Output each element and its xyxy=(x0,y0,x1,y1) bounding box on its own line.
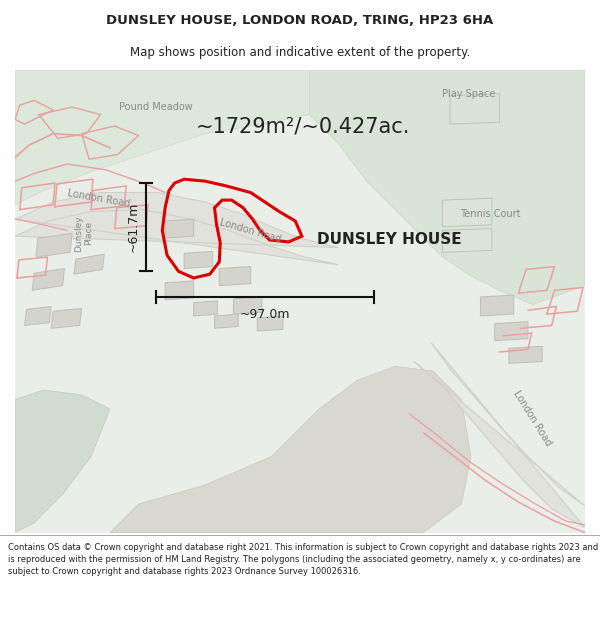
Polygon shape xyxy=(184,251,212,269)
Polygon shape xyxy=(25,306,51,326)
Text: London Road: London Road xyxy=(512,389,554,448)
Polygon shape xyxy=(15,192,338,264)
Polygon shape xyxy=(194,301,217,316)
Polygon shape xyxy=(165,219,194,238)
Polygon shape xyxy=(494,322,528,341)
Polygon shape xyxy=(310,70,585,304)
Text: Contains OS data © Crown copyright and database right 2021. This information is : Contains OS data © Crown copyright and d… xyxy=(8,543,598,576)
Text: DUNSLEY HOUSE, LONDON ROAD, TRING, HP23 6HA: DUNSLEY HOUSE, LONDON ROAD, TRING, HP23 … xyxy=(106,14,494,28)
Text: ~1729m²/~0.427ac.: ~1729m²/~0.427ac. xyxy=(196,116,410,136)
Polygon shape xyxy=(481,295,514,316)
Polygon shape xyxy=(450,94,499,124)
Polygon shape xyxy=(15,70,310,205)
Text: Pound Meadow: Pound Meadow xyxy=(119,102,193,112)
Polygon shape xyxy=(32,269,64,291)
Text: Tennis Court: Tennis Court xyxy=(460,209,520,219)
Text: ~61.7m: ~61.7m xyxy=(127,202,139,252)
Polygon shape xyxy=(36,233,72,257)
Text: London Road: London Road xyxy=(219,217,283,244)
Text: Map shows position and indicative extent of the property.: Map shows position and indicative extent… xyxy=(130,46,470,59)
Polygon shape xyxy=(509,346,542,364)
Polygon shape xyxy=(15,390,110,532)
Text: London Road: London Road xyxy=(67,188,131,209)
Polygon shape xyxy=(74,254,104,274)
Polygon shape xyxy=(414,342,585,528)
Text: DUNSLEY HOUSE: DUNSLEY HOUSE xyxy=(317,232,462,248)
Polygon shape xyxy=(219,267,251,286)
Polygon shape xyxy=(442,229,492,253)
Polygon shape xyxy=(51,308,82,328)
Polygon shape xyxy=(215,314,238,328)
Polygon shape xyxy=(233,297,262,314)
Text: Dunsley
Place: Dunsley Place xyxy=(74,215,93,252)
Polygon shape xyxy=(165,281,194,300)
Text: Play Space: Play Space xyxy=(442,89,496,99)
Polygon shape xyxy=(257,316,283,331)
Polygon shape xyxy=(110,366,471,532)
Polygon shape xyxy=(442,198,492,227)
Text: ~97.0m: ~97.0m xyxy=(239,308,290,321)
